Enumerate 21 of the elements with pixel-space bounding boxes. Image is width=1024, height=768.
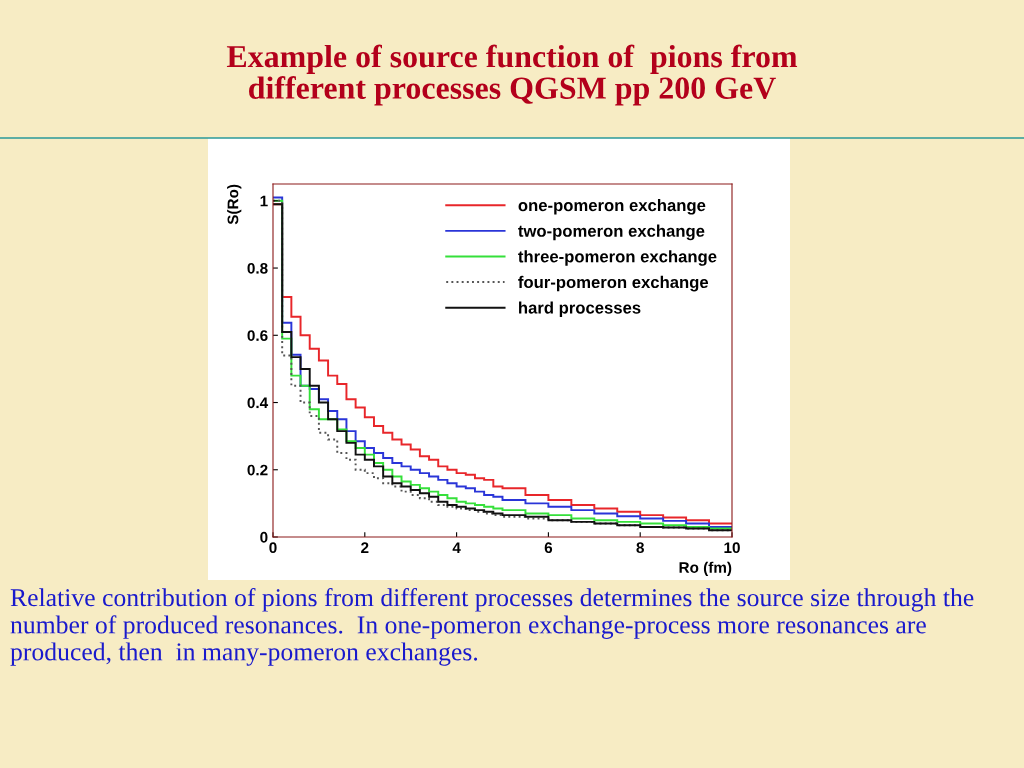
- x-tick-label: 6: [544, 542, 553, 554]
- x-axis-title: Ro (fm): [679, 561, 732, 576]
- x-tick-label: 10: [724, 542, 740, 554]
- x-tick-label: 8: [636, 542, 644, 554]
- y-axis-title: S(Ro): [227, 184, 242, 225]
- legend-label: three-pomeron exchange: [518, 250, 717, 266]
- legend-label: two-pomeron exchange: [518, 224, 705, 241]
- y-tick-label: 0.4: [247, 397, 269, 409]
- y-tick-label: 0.2: [247, 464, 268, 476]
- legend-label: hard processes: [519, 301, 641, 317]
- x-tick-label: 4: [452, 542, 461, 553]
- y-tick-label: 1: [260, 195, 268, 207]
- y-tick-label: 0: [260, 531, 268, 543]
- y-tick-label: 0.8: [247, 262, 268, 274]
- x-tick-label: 0: [269, 542, 277, 554]
- legend-label: one-pomeron exchange: [518, 199, 706, 215]
- text: Relative contribution of pions from different processes determines the source size through the number of produced resonances. In one-pomeron exchange-process more resonances are produced, then in many-pomeron exchanges.: [10, 588, 974, 666]
- legend-label: four-pomeron exchange: [518, 275, 709, 292]
- x-tick-label: 2: [361, 542, 369, 553]
- chart-title: Example of source function of pions from different processes QGSM pp 200 GeV: [226, 44, 798, 106]
- y-tick-label: 0.6: [247, 330, 268, 341]
